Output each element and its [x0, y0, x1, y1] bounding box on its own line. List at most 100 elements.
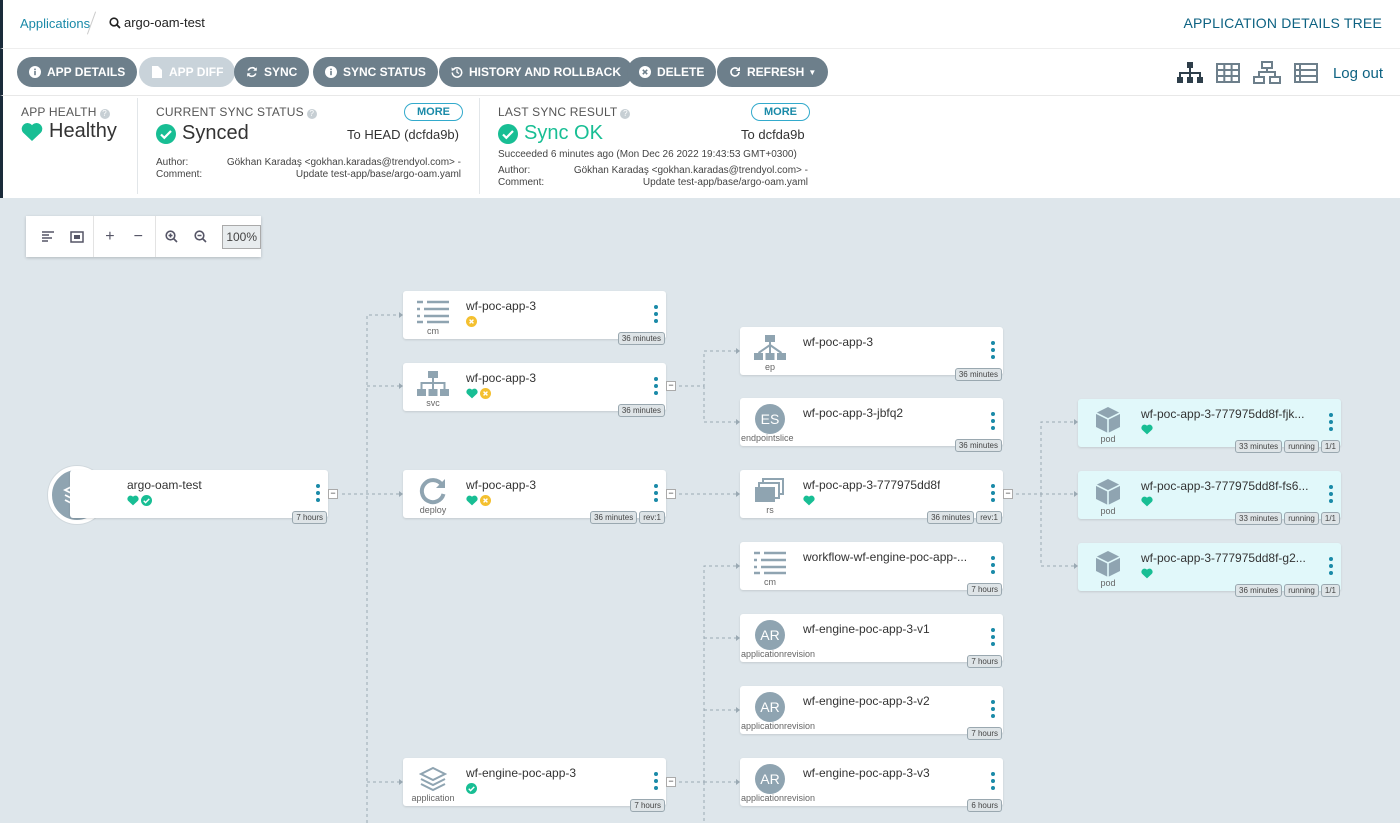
node-menu-button[interactable] — [991, 484, 995, 502]
result-more-button[interactable]: MORE — [751, 103, 810, 121]
plus-icon: + — [105, 227, 115, 245]
last-sync-result-label: LAST SYNC RESULT? — [498, 105, 631, 119]
sync-result-value: Sync OK — [498, 122, 603, 145]
node-pod-2[interactable]: pod wf-poc-app-3-777975dd8f-fs6... 33 mi… — [1078, 471, 1341, 525]
history-rollback-button[interactable]: HISTORY AND ROLLBACK — [439, 57, 634, 87]
zoom-out-button[interactable] — [186, 222, 214, 251]
info-icon — [29, 66, 41, 78]
align-left-button[interactable] — [34, 222, 62, 251]
node-ar-wf-engine-poc-app-3-v1[interactable]: AR applicationrevision wf-engine-poc-app… — [740, 614, 1003, 668]
node-menu-button[interactable] — [991, 556, 995, 574]
node-cm-workflow-wf-engine[interactable]: cm workflow-wf-engine-poc-app-... 7 hour… — [740, 542, 1003, 596]
node-cm-wf-poc-app-3[interactable]: cm wf-poc-app-3 36 minutes — [403, 291, 666, 345]
node-menu-button[interactable] — [991, 412, 995, 430]
age-tag: 36 minutes — [617, 332, 665, 345]
node-menu-button[interactable] — [1329, 485, 1333, 503]
replicaset-icon — [750, 476, 790, 506]
endpointslice-abbr: ES — [755, 404, 785, 434]
refresh-button[interactable]: REFRESH ▼ — [717, 57, 829, 87]
collapse-toggle[interactable]: − — [666, 777, 676, 787]
node-menu-button[interactable] — [991, 700, 995, 718]
collapse-button[interactable]: − — [124, 222, 152, 251]
node-svc-wf-poc-app-3[interactable]: svc wf-poc-app-3 36 minutes — [403, 363, 666, 417]
breadcrumb-applications-link[interactable]: Applications — [20, 16, 91, 31]
collapse-toggle[interactable]: − — [666, 489, 676, 499]
node-menu-button[interactable] — [654, 377, 658, 395]
node-menu-button[interactable] — [991, 341, 995, 359]
logout-link[interactable]: Log out — [1332, 64, 1383, 82]
node-status — [466, 316, 477, 327]
breadcrumb-current: argo-oam-test — [124, 15, 205, 30]
node-status — [466, 783, 477, 794]
node-tags: 36 minutes — [617, 404, 665, 417]
node-menu-button[interactable] — [654, 305, 658, 323]
sync-target: To HEAD (dcfda9b) — [347, 127, 459, 142]
revision-tag: rev:1 — [976, 511, 1002, 524]
node-kind: applicationrevision — [741, 649, 816, 659]
help-icon[interactable]: ? — [99, 109, 110, 119]
node-ar-wf-engine-poc-app-3-v2[interactable]: AR applicationrevision wf-engine-poc-app… — [740, 686, 1003, 740]
zoom-level: 100% — [222, 224, 262, 249]
app-health-label-text: APP HEALTH — [21, 105, 97, 119]
sync-status-button[interactable]: SYNC STATUS — [313, 57, 438, 87]
collapse-toggle[interactable]: − — [666, 381, 676, 391]
app-diff-button[interactable]: APP DIFF — [139, 57, 236, 87]
sync-more-button[interactable]: MORE — [404, 103, 463, 121]
info-icon — [325, 66, 337, 78]
node-tags: 36 minutes rev:1 — [590, 511, 665, 524]
tree-view-icon[interactable] — [1176, 62, 1203, 84]
search-icon — [109, 17, 121, 29]
endpointslice-icon: ES — [750, 404, 790, 434]
divider — [154, 216, 156, 257]
fit-view-button[interactable] — [62, 222, 90, 251]
node-kind: pod — [1100, 578, 1116, 588]
node-status — [1141, 424, 1153, 435]
node-pod-1[interactable]: pod wf-poc-app-3-777975dd8f-fjk... 33 mi… — [1078, 399, 1341, 453]
sync-label: SYNC — [264, 65, 298, 79]
network-view-icon[interactable] — [1252, 61, 1281, 85]
pod-icon — [1088, 405, 1128, 435]
node-deploy-wf-poc-app-3[interactable]: deploy wf-poc-app-3 36 minutes rev:1 — [403, 470, 666, 524]
root-app-node[interactable]: argo-oam-test 7 hours — [70, 470, 328, 524]
help-icon[interactable]: ? — [620, 109, 631, 119]
node-endpointslice-wf-poc-app-3-jbfq2[interactable]: ES endpointslice wf-poc-app-3-jbfq2 36 m… — [740, 398, 1003, 452]
collapse-toggle[interactable]: − — [1003, 489, 1013, 499]
node-tags: 33 minutes running 1/1 — [1235, 512, 1340, 525]
node-menu-button[interactable] — [991, 772, 995, 790]
list-view-icon[interactable] — [1293, 63, 1318, 83]
app-details-button[interactable]: APP DETAILS — [17, 57, 138, 87]
collapse-toggle[interactable]: − — [328, 489, 338, 499]
sync-status-value: Synced — [156, 122, 249, 145]
node-kind: ep — [764, 362, 775, 372]
pod-icon — [1088, 549, 1128, 579]
sync-comment-row: Comment: Update test-app/base/argo-oam.ya… — [156, 169, 461, 181]
configmap-icon — [750, 548, 790, 578]
sync-button[interactable]: SYNC — [234, 57, 310, 87]
zoom-in-button[interactable] — [158, 222, 186, 251]
delete-button[interactable]: DELETE — [627, 57, 717, 87]
node-ep-wf-poc-app-3[interactable]: ep wf-poc-app-3 36 minutes — [740, 327, 1003, 381]
sync-value-text: Synced — [182, 122, 249, 144]
delete-icon — [639, 66, 651, 78]
applicationrevision-abbr: AR — [755, 764, 785, 794]
node-menu-button[interactable] — [991, 628, 995, 646]
node-rs-wf-poc-app-3-777975dd8f[interactable]: rs wf-poc-app-3-777975dd8f 36 minutes rev… — [740, 470, 1003, 524]
node-application-wf-engine-poc-app-3[interactable]: application wf-engine-poc-app-3 7 hours — [403, 758, 666, 812]
age-tag: 7 hours — [967, 583, 1002, 596]
node-kind: pod — [1100, 506, 1116, 516]
node-menu-button[interactable] — [654, 484, 658, 502]
node-menu-button[interactable] — [1329, 557, 1333, 575]
node-pod-3[interactable]: pod wf-poc-app-3-777975dd8f-g2... 36 min… — [1078, 543, 1341, 597]
node-tags: 7 hours — [630, 799, 665, 812]
file-icon — [151, 66, 163, 78]
age-tag: 36 minutes — [954, 439, 1002, 452]
node-tags: 36 minutes — [617, 332, 665, 345]
node-menu-button[interactable] — [654, 772, 658, 790]
expand-button[interactable]: + — [96, 222, 124, 251]
node-menu-button[interactable] — [1329, 413, 1333, 431]
node-menu-button[interactable] — [316, 484, 320, 502]
breadcrumb-app-search[interactable]: argo-oam-test — [109, 15, 205, 30]
node-ar-wf-engine-poc-app-3-v3[interactable]: AR applicationrevision wf-engine-poc-app… — [740, 758, 1003, 812]
grid-view-icon[interactable] — [1215, 63, 1240, 83]
help-icon[interactable]: ? — [306, 109, 317, 119]
